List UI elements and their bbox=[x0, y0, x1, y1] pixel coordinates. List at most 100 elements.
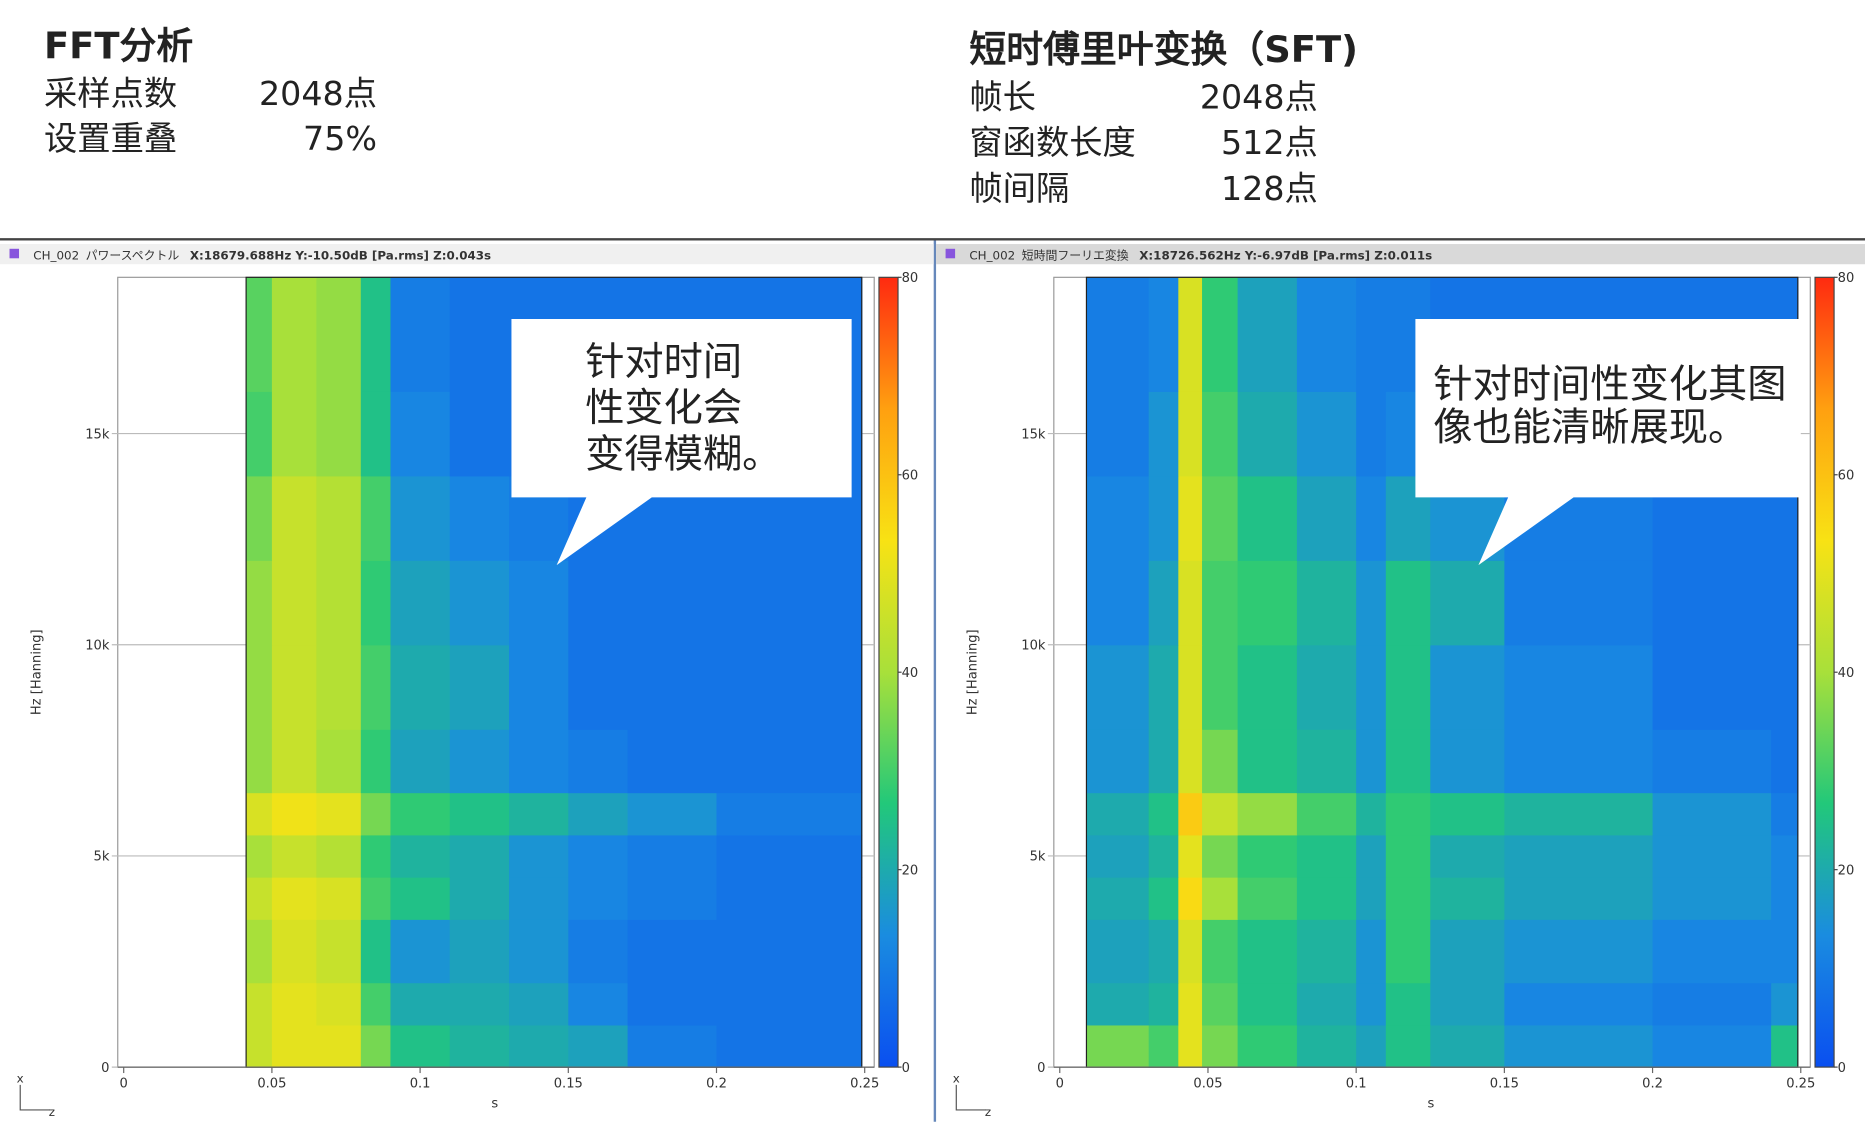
heatmap-cell bbox=[1771, 792, 1799, 836]
heatmap-cell bbox=[1652, 877, 1772, 920]
heatmap-cell bbox=[568, 560, 629, 646]
heatmap-cell bbox=[316, 877, 362, 920]
heatmap-cell bbox=[449, 644, 510, 730]
sft-title: 短时傅里叶变换（SFT) bbox=[969, 28, 1358, 71]
fft-title: FFT分析 bbox=[44, 24, 193, 67]
heatmap-cell bbox=[1237, 277, 1298, 392]
heatmap-cell bbox=[1202, 1024, 1239, 1068]
heatmap-cell bbox=[627, 834, 718, 878]
heatmap-cell bbox=[1356, 1024, 1387, 1068]
heatmap-cell bbox=[1178, 560, 1203, 646]
heatmap-cell bbox=[716, 729, 863, 794]
heatmap-cell bbox=[1178, 982, 1203, 1026]
heatmap-cell bbox=[360, 982, 392, 1026]
heatmap-cell bbox=[716, 877, 863, 920]
heatmap-cell bbox=[1202, 792, 1239, 836]
channel: CH_002 bbox=[33, 248, 79, 262]
heatmap-cell bbox=[1504, 834, 1654, 878]
heatmap-cell bbox=[390, 729, 451, 794]
heatmap-cell bbox=[509, 982, 569, 1026]
heatmap-cell bbox=[449, 982, 510, 1026]
heatmap-cell bbox=[1504, 1024, 1654, 1068]
heatmap-cell bbox=[568, 919, 629, 984]
heatmap-cell bbox=[360, 560, 392, 646]
colorbar bbox=[878, 276, 899, 1068]
heatmap-cell bbox=[1356, 729, 1387, 794]
y-tick-label: 0 bbox=[1037, 1061, 1045, 1076]
heatmap-cell bbox=[716, 644, 863, 730]
heatmap-cell bbox=[271, 877, 317, 920]
heatmap-cell bbox=[316, 982, 362, 1026]
heatmap-cell bbox=[1430, 792, 1505, 836]
heatmap-cell bbox=[1086, 919, 1150, 984]
heatmap-cell bbox=[627, 1024, 718, 1068]
heatmap-cell bbox=[1086, 729, 1150, 794]
heatmap-cell bbox=[1178, 834, 1203, 878]
x-tick-label: 0 bbox=[120, 1076, 128, 1091]
x-tick-label: 0.2 bbox=[706, 1076, 727, 1091]
corner-label: x bbox=[17, 1072, 24, 1086]
colorbar-label: 0 bbox=[1838, 1061, 1846, 1076]
heatmap-cell bbox=[1504, 982, 1654, 1026]
panel-header bbox=[0, 244, 934, 265]
heatmap-cell bbox=[1148, 729, 1179, 794]
colorbar bbox=[1814, 276, 1835, 1068]
heatmap-cell bbox=[390, 277, 451, 392]
colorbar-label: 80 bbox=[1838, 271, 1855, 286]
heatmap-cell bbox=[449, 1024, 510, 1068]
heatmap-cell bbox=[1237, 982, 1298, 1026]
heatmap-cell bbox=[1771, 1024, 1799, 1068]
channel-icon bbox=[9, 248, 20, 259]
heatmap-cell bbox=[509, 877, 569, 920]
heatmap-cell bbox=[1202, 834, 1239, 878]
callout bbox=[511, 318, 852, 566]
heatmap-cell bbox=[1202, 475, 1239, 561]
param-label: 设置重叠 bbox=[44, 119, 177, 158]
heatmap-cell bbox=[1178, 475, 1203, 561]
y-tick-label: 15k bbox=[85, 427, 110, 442]
heatmap-cell bbox=[1086, 475, 1150, 561]
heatmap-cell bbox=[1296, 644, 1357, 730]
heatmap-cell bbox=[390, 792, 451, 836]
heatmap-cell bbox=[1652, 644, 1772, 730]
heatmap-cell bbox=[449, 919, 510, 984]
heatmap-cell bbox=[271, 560, 317, 646]
heatmap-cell bbox=[509, 644, 569, 730]
heatmap-cell bbox=[1202, 919, 1239, 984]
heatmap-cell bbox=[1148, 877, 1179, 920]
heatmap-cell bbox=[449, 729, 510, 794]
heatmap-cell bbox=[360, 644, 392, 730]
corner-label: z bbox=[49, 1105, 55, 1119]
param-label: 采样点数 bbox=[44, 74, 177, 113]
heatmap-cell bbox=[246, 982, 273, 1026]
heatmap-cell bbox=[1237, 877, 1298, 920]
heatmap-cell bbox=[509, 1024, 569, 1068]
heatmap-cell bbox=[627, 792, 718, 836]
heatmap-cell bbox=[1385, 792, 1431, 836]
heatmap-cell bbox=[1430, 877, 1505, 920]
corner-label: x bbox=[953, 1072, 960, 1086]
heatmap-cell bbox=[1178, 729, 1203, 794]
heatmap-cell bbox=[509, 919, 569, 984]
heatmap-cell bbox=[1356, 792, 1387, 836]
heatmap-cell bbox=[1652, 792, 1772, 836]
heatmap-cell bbox=[360, 834, 392, 878]
heatmap-cell bbox=[1237, 792, 1298, 836]
heatmap-cell bbox=[1296, 560, 1357, 646]
heatmap-cell bbox=[1652, 982, 1772, 1026]
heatmap-cell bbox=[271, 834, 317, 878]
heatmap-cell bbox=[1771, 560, 1799, 646]
colorbar-label: 0 bbox=[902, 1061, 910, 1076]
heatmap-cell bbox=[1178, 277, 1203, 392]
heatmap-cell bbox=[1178, 919, 1203, 984]
callout-text: 变得模糊。 bbox=[585, 433, 781, 478]
colorbar-label: 60 bbox=[1838, 469, 1855, 484]
x-axis-label: s bbox=[491, 1097, 498, 1112]
heatmap-cell bbox=[390, 982, 451, 1026]
heatmap-cell bbox=[1356, 560, 1387, 646]
heatmap-cell bbox=[316, 391, 362, 477]
heatmap-cell bbox=[1178, 391, 1203, 477]
callout-text: 性变化会 bbox=[585, 386, 742, 431]
heatmap-cell bbox=[316, 475, 362, 561]
